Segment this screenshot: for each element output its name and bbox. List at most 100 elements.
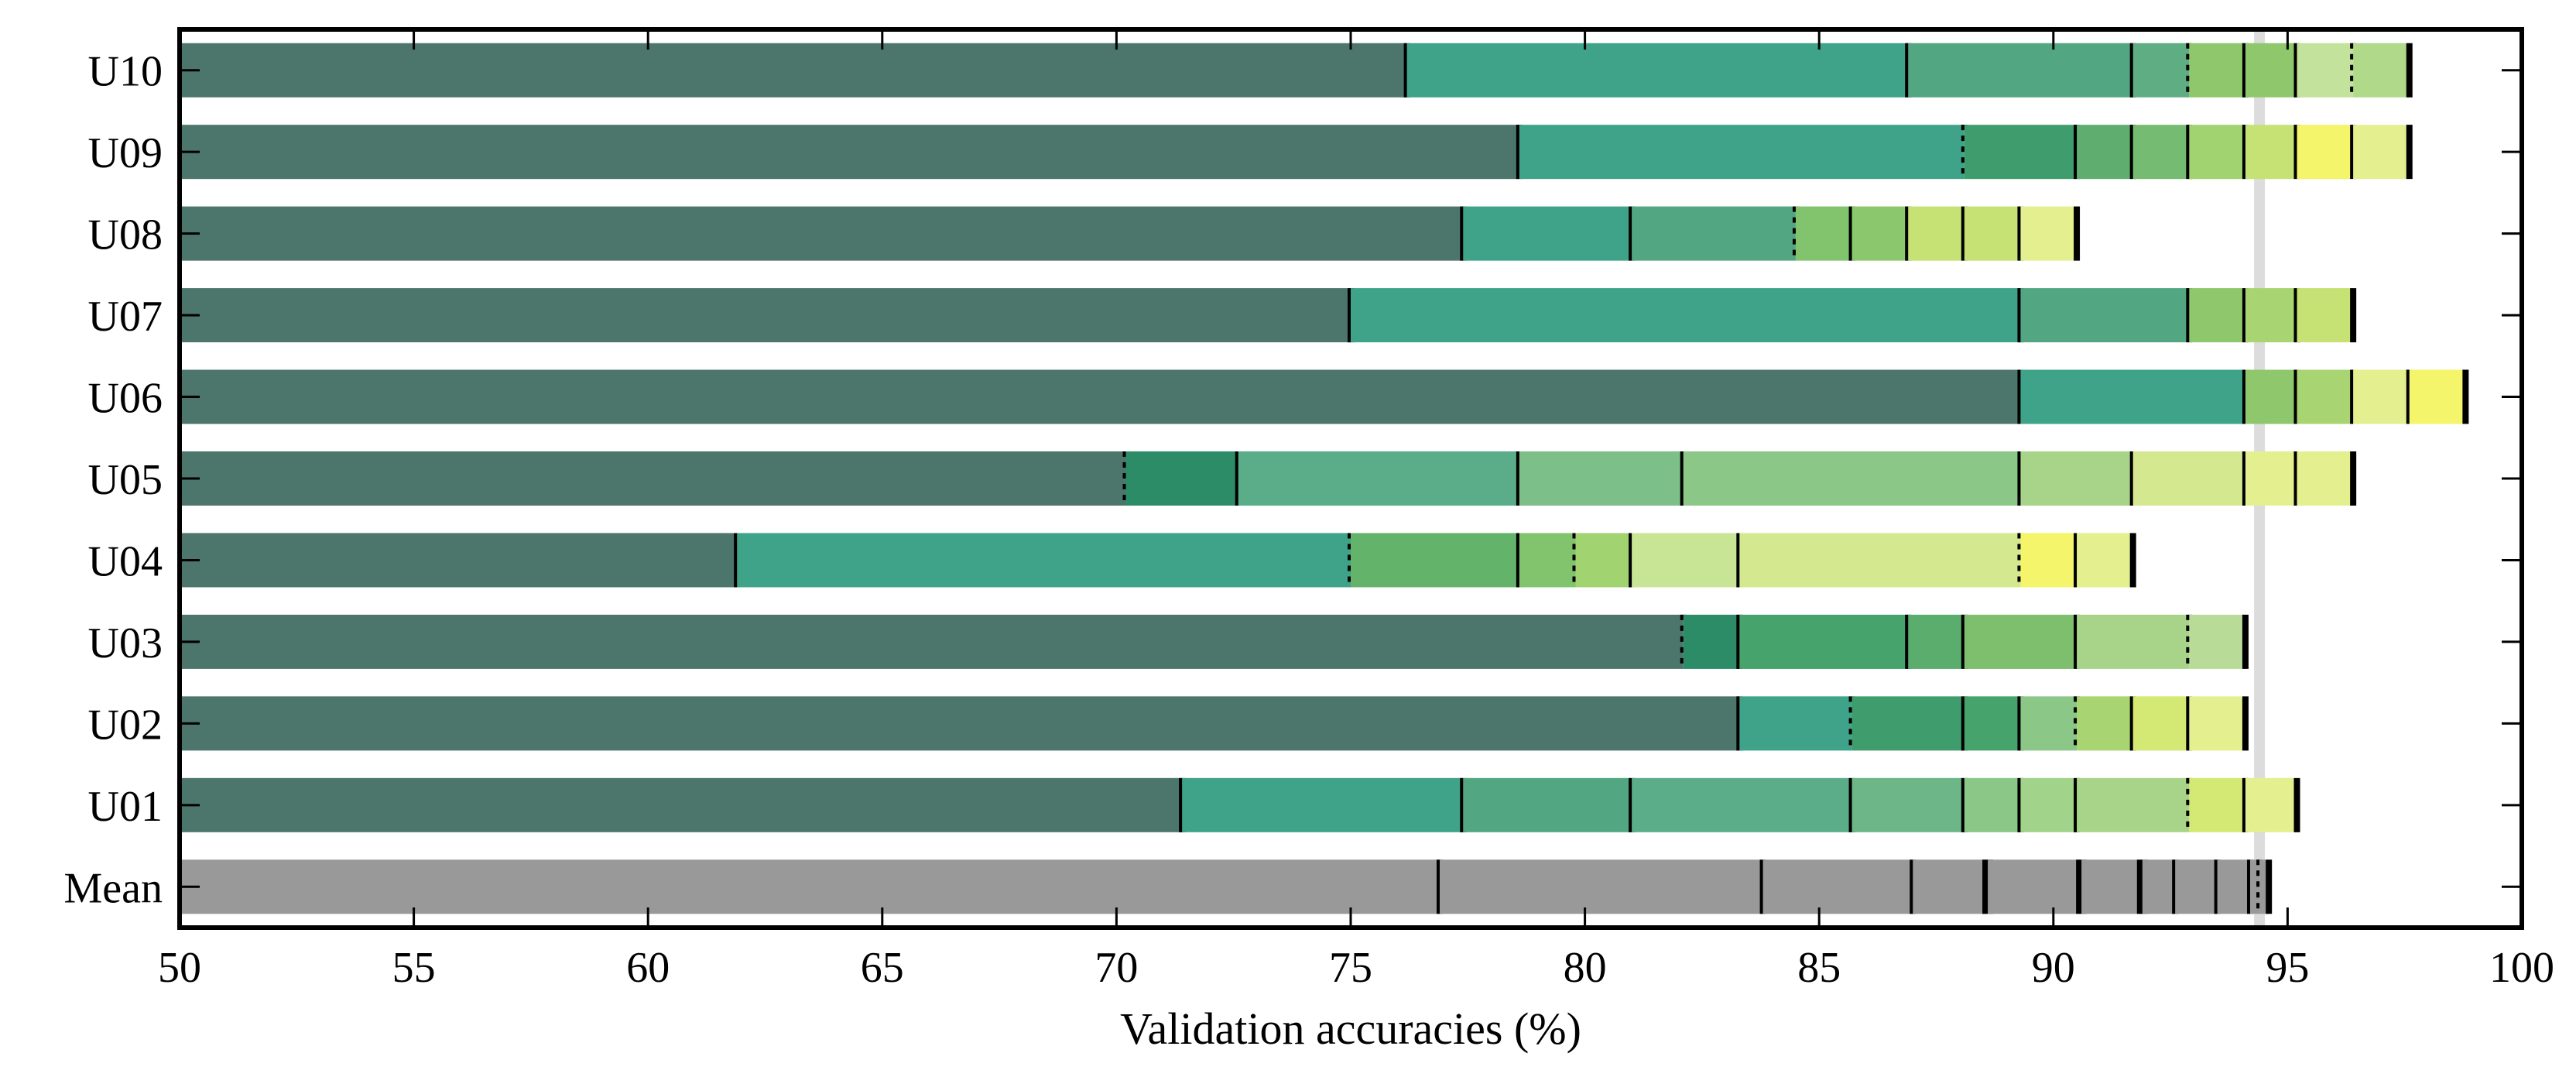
bar-segment [2020, 288, 2190, 343]
bar-segment [2189, 777, 2245, 832]
bar-row-u02 [180, 696, 2249, 751]
bar-segment [2245, 369, 2297, 424]
bar-segment [1439, 859, 1763, 914]
bar-segment [737, 533, 1351, 588]
bar-segment [2132, 451, 2245, 506]
bar-segment [180, 533, 738, 588]
x-tick-label: 85 [1797, 944, 1841, 992]
bar-segment [1913, 859, 1989, 914]
x-tick-label: 100 [2489, 944, 2554, 992]
bar-row-u07 [180, 288, 2357, 343]
y-category-label: U10 [88, 48, 163, 96]
bar-segment [2020, 696, 2078, 751]
bar-segment [1908, 614, 1965, 669]
bar-segment [1632, 777, 1852, 832]
bar-segment [180, 859, 1440, 914]
bar-segment [2020, 777, 2078, 832]
bar-segment [2077, 125, 2133, 180]
bar-segment [1739, 614, 1909, 669]
bar-segment [1739, 533, 2021, 588]
bar-segment [2132, 125, 2190, 180]
bar-segment [2189, 125, 2245, 180]
bar-segment [1852, 777, 1965, 832]
bar-segment [1575, 533, 1632, 588]
bar-segment [2189, 288, 2245, 343]
bars-layer [180, 43, 2469, 914]
bar-segment [1795, 206, 1852, 261]
bar-segment [1519, 533, 1576, 588]
x-tick-label: 60 [626, 944, 670, 992]
bar-segment [1632, 533, 1740, 588]
bar-segment [1964, 777, 2021, 832]
bar-segment [1519, 451, 1684, 506]
bar-segment [180, 288, 1351, 343]
bar-segment [2297, 125, 2354, 180]
bar-segment [2353, 43, 2410, 98]
bar-segment [2297, 369, 2354, 424]
y-category-label: U05 [88, 456, 163, 504]
bar-segment [2077, 696, 2133, 751]
y-category-label: U07 [88, 293, 163, 341]
bar-segment [2297, 43, 2354, 98]
bar-segment [2077, 614, 2190, 669]
bar-segment [1519, 125, 1965, 180]
x-tick-label: 75 [1329, 944, 1372, 992]
x-axis-title: Validation accuracies (%) [1120, 1003, 1581, 1054]
y-category-label: U01 [88, 783, 163, 831]
bar-segment [180, 614, 1684, 669]
bar-segment [2245, 125, 2297, 180]
bar-segment [2409, 369, 2466, 424]
bar-row-u09 [180, 125, 2413, 180]
bar-segment [2020, 369, 2245, 424]
bar-segment [180, 696, 1740, 751]
bar-segment [180, 43, 1407, 98]
x-tick-label: 55 [392, 944, 436, 992]
bar-row-u04 [180, 533, 2136, 588]
bar-segment [1238, 451, 1519, 506]
x-tick-label: 90 [2032, 944, 2075, 992]
bar-row-u03 [180, 614, 2249, 669]
bar-segment [1632, 206, 1796, 261]
bar-row-u06 [180, 369, 2469, 424]
bar-segment [2077, 777, 2190, 832]
bar-segment [2189, 43, 2245, 98]
bar-segment [1988, 859, 2082, 914]
bar-segment [2217, 859, 2250, 914]
bar-segment [1351, 533, 1519, 588]
bar-segment [1463, 206, 1632, 261]
x-tick-label: 80 [1564, 944, 1607, 992]
bar-segment [1182, 777, 1464, 832]
bar-segment [2081, 859, 2143, 914]
bar-segment [2132, 43, 2190, 98]
bar-segment [2020, 451, 2133, 506]
bar-segment [2020, 533, 2078, 588]
x-tick-label: 65 [861, 944, 904, 992]
bar-segment [2142, 859, 2176, 914]
bar-segment [1964, 206, 2021, 261]
bar-row-u10 [180, 43, 2413, 98]
bar-segment [180, 369, 2021, 424]
bar-segment [2245, 777, 2297, 832]
bar-segment [180, 125, 1519, 180]
bar-segment [2245, 451, 2297, 506]
bar-segment [2297, 451, 2354, 506]
bar-row-u05 [180, 451, 2357, 506]
y-category-label: Mean [63, 864, 163, 912]
bar-row-u08 [180, 206, 2081, 261]
bar-segment [2297, 288, 2354, 343]
x-tick-label: 95 [2266, 944, 2309, 992]
bar-segment [2020, 206, 2078, 261]
bar-segment [1406, 43, 1909, 98]
bar-row-mean [180, 859, 2273, 914]
bar-segment [2353, 125, 2410, 180]
bar-segment [1964, 125, 2078, 180]
bar-row-u01 [180, 777, 2300, 832]
bar-segment [2245, 43, 2297, 98]
bar-segment [2132, 696, 2190, 751]
bar-segment [2077, 533, 2133, 588]
bar-segment [2245, 288, 2297, 343]
x-tick-label: 50 [158, 944, 201, 992]
x-tick-label: 70 [1094, 944, 1138, 992]
bar-segment [1762, 859, 1913, 914]
